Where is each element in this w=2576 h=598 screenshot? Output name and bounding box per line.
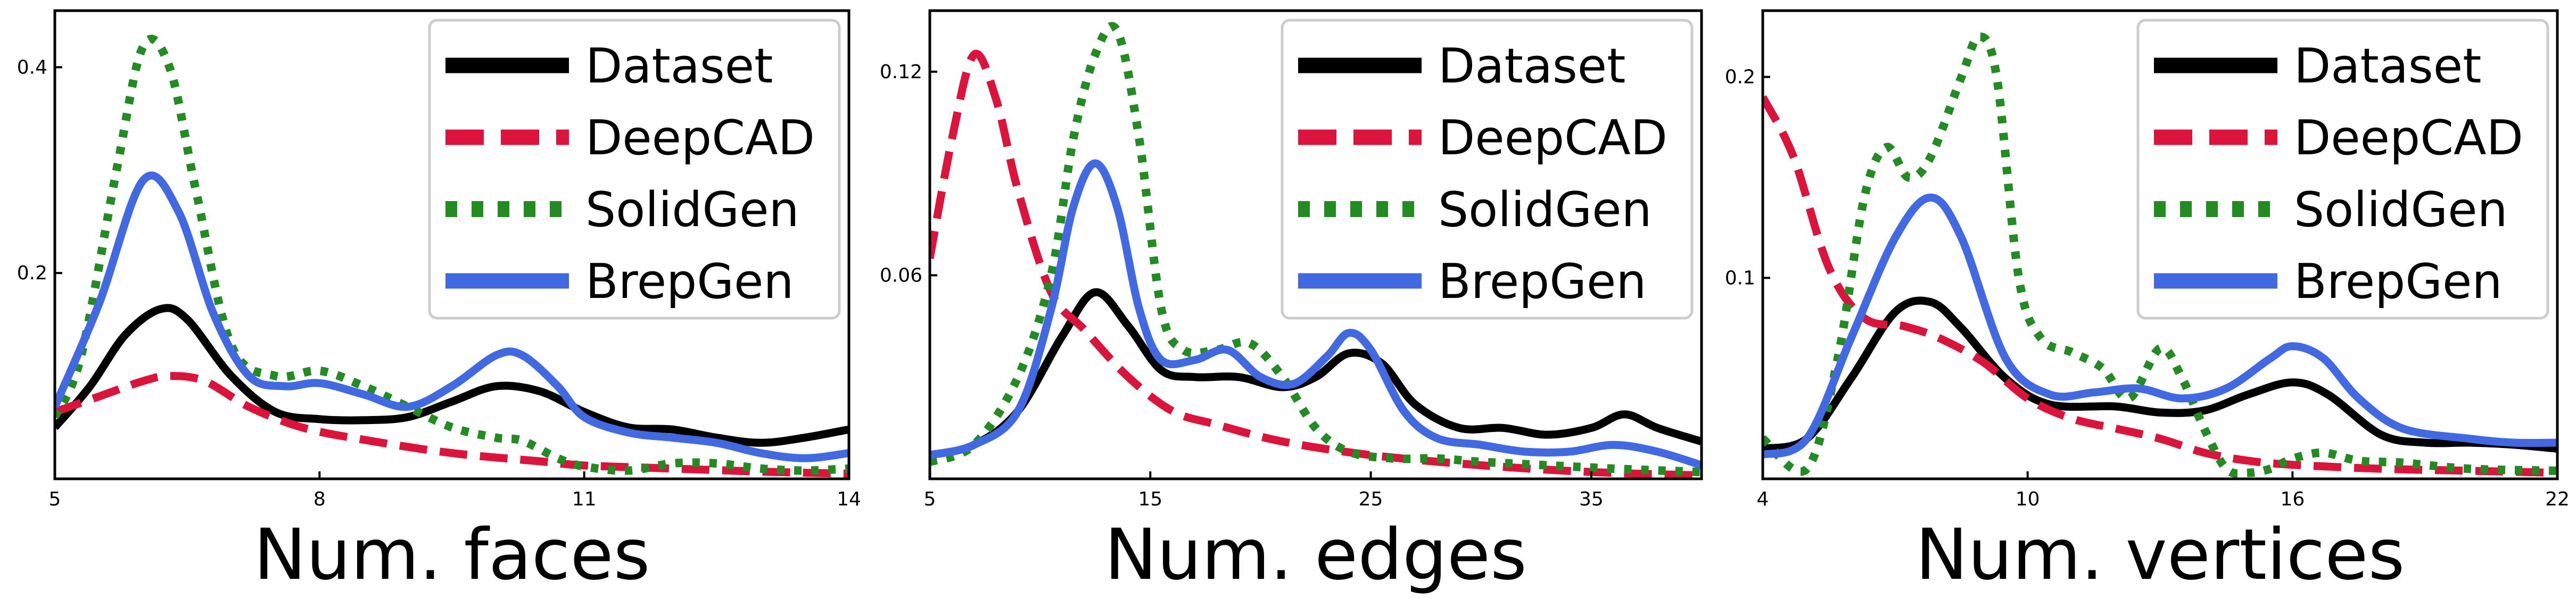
panel-2: 5 15 25 35 0.06 0.12 Num. edges Dataset DeepCAD S… bbox=[880, 9, 1703, 596]
y-tick-label: 0.2 bbox=[17, 262, 47, 284]
series-line-dataset bbox=[55, 304, 849, 447]
legend: Dataset DeepCAD SolidGen BrepGen bbox=[2136, 19, 2549, 320]
x-tick-label: 35 bbox=[1579, 488, 1604, 510]
legend-label-dataset: Dataset bbox=[585, 38, 773, 94]
legend-label-deepcad: DeepCAD bbox=[2294, 110, 2523, 166]
legend-label-dataset: Dataset bbox=[2294, 38, 2481, 94]
series-line-dataset bbox=[930, 288, 1702, 459]
y-tick-label: 0.4 bbox=[17, 56, 47, 78]
legend-label-brepgen: BrepGen bbox=[2294, 254, 2502, 310]
axes-frame bbox=[928, 9, 1703, 480]
series-line-brepgen bbox=[55, 171, 849, 462]
panel-1: 5 8 11 14 0.2 0.4 Num. faces Dataset DeepCAD Soli… bbox=[17, 9, 861, 596]
x-tick-label: 10 bbox=[2016, 488, 2040, 510]
y-tick-label: 0.1 bbox=[1725, 267, 1755, 289]
series-line-deepcad bbox=[1763, 95, 2557, 477]
legend-box bbox=[2136, 19, 2549, 320]
legend: Dataset DeepCAD SolidGen BrepGen bbox=[428, 19, 841, 320]
series-lines bbox=[55, 35, 849, 478]
x-tick-label: 5 bbox=[924, 488, 936, 510]
x-tick-label: 16 bbox=[2280, 488, 2305, 510]
axes-frame bbox=[53, 9, 851, 480]
y-tick-label: 0.06 bbox=[880, 264, 922, 286]
x-axis-label: Num. faces bbox=[254, 514, 650, 596]
series-line-solidgen bbox=[930, 22, 1702, 477]
legend-label-brepgen: BrepGen bbox=[585, 254, 794, 310]
x-tick-label: 4 bbox=[1757, 488, 1769, 510]
x-axis-label: Num. edges bbox=[1104, 514, 1527, 596]
legend-label-brepgen: BrepGen bbox=[1438, 254, 1646, 310]
x-tick-label: 22 bbox=[2545, 488, 2570, 510]
x-tick-label: 11 bbox=[572, 488, 597, 510]
legend-label-deepcad: DeepCAD bbox=[1438, 110, 1667, 166]
series-line-brepgen bbox=[1763, 193, 2557, 459]
series-lines bbox=[1763, 32, 2557, 478]
series-line-brepgen bbox=[930, 159, 1702, 469]
legend-label-solidgen: SolidGen bbox=[2294, 182, 2507, 238]
x-tick-label: 8 bbox=[313, 488, 326, 510]
axes-frame bbox=[1761, 9, 2559, 480]
y-tick-label: 0.12 bbox=[880, 61, 922, 83]
legend-box bbox=[428, 19, 841, 320]
series-lines bbox=[930, 22, 1702, 479]
panel-3: 4 10 16 22 0.1 0.2 Num. vertices Dataset DeepCAD… bbox=[1725, 9, 2570, 596]
x-tick-label: 5 bbox=[49, 488, 61, 510]
y-tick-label: 0.2 bbox=[1725, 67, 1755, 88]
x-tick-label: 15 bbox=[1138, 488, 1162, 510]
x-tick-label: 14 bbox=[837, 488, 861, 510]
legend-label-dataset: Dataset bbox=[1438, 38, 1625, 94]
legend-label-solidgen: SolidGen bbox=[1438, 182, 1652, 238]
x-tick-label: 25 bbox=[1359, 488, 1383, 510]
x-axis-label: Num. vertices bbox=[1916, 514, 2405, 596]
series-line-deepcad bbox=[930, 49, 1702, 479]
legend: Dataset DeepCAD SolidGen BrepGen bbox=[1281, 19, 1694, 320]
legend-label-deepcad: DeepCAD bbox=[585, 110, 815, 166]
legend-box bbox=[1281, 19, 1694, 320]
legend-label-solidgen: SolidGen bbox=[585, 182, 799, 238]
series-line-deepcad bbox=[55, 372, 849, 478]
